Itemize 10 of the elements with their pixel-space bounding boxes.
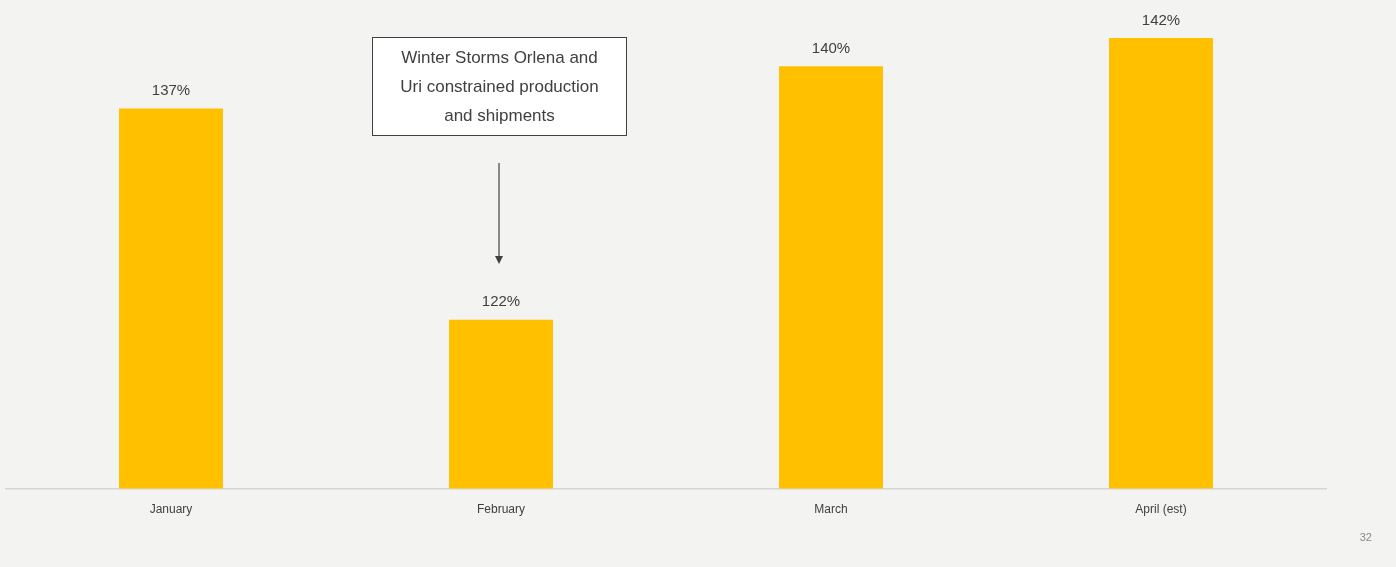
data-label: 122% [481, 292, 521, 310]
x-tick-label: April (est) [1135, 502, 1187, 517]
data-label: 142% [1141, 10, 1181, 28]
data-label: 137% [151, 81, 191, 99]
x-tick-label: January [149, 502, 193, 517]
x-tick-label: March [814, 502, 848, 517]
data-label: 140% [811, 38, 851, 56]
x-tick-label: February [476, 502, 526, 517]
text: 32 [1359, 531, 1372, 544]
callout-box: Winter Storms Orlena and Uri constrained production and shipments [372, 37, 627, 136]
